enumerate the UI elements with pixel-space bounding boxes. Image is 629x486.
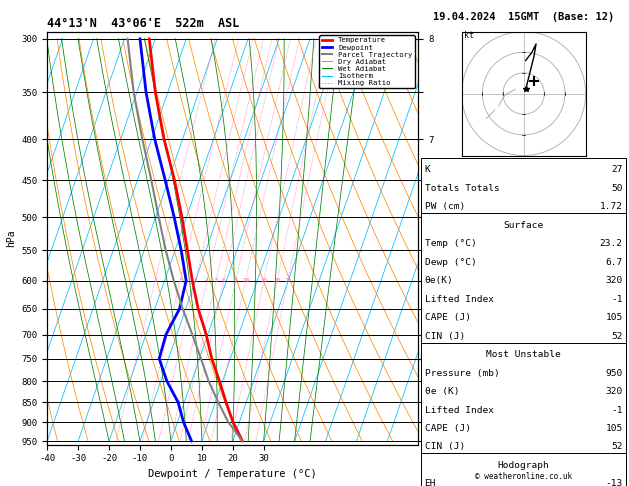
- Text: K: K: [425, 165, 430, 174]
- Text: 10: 10: [242, 278, 249, 283]
- Text: 20: 20: [274, 278, 281, 283]
- Text: CAPE (J): CAPE (J): [425, 424, 470, 433]
- Text: 52: 52: [611, 442, 623, 451]
- Text: -1: -1: [611, 295, 623, 304]
- Text: 50: 50: [611, 184, 623, 193]
- Text: 950: 950: [606, 368, 623, 378]
- Text: kt: kt: [464, 31, 474, 40]
- Text: θe (K): θe (K): [425, 387, 459, 396]
- Text: © weatheronline.co.uk: © weatheronline.co.uk: [475, 472, 572, 481]
- Text: Lifted Index: Lifted Index: [425, 405, 494, 415]
- Text: PW (cm): PW (cm): [425, 202, 465, 211]
- Text: 4: 4: [205, 278, 209, 283]
- Text: θe(K): θe(K): [425, 276, 454, 285]
- Text: Lifted Index: Lifted Index: [425, 295, 494, 304]
- Text: Most Unstable: Most Unstable: [486, 350, 561, 359]
- Text: 3: 3: [194, 278, 198, 283]
- Text: 25: 25: [284, 278, 292, 283]
- Text: 52: 52: [611, 331, 623, 341]
- Text: 6.7: 6.7: [606, 258, 623, 267]
- Y-axis label: hPa: hPa: [6, 229, 16, 247]
- Text: 27: 27: [611, 165, 623, 174]
- Text: Surface: Surface: [504, 221, 543, 230]
- X-axis label: Dewpoint / Temperature (°C): Dewpoint / Temperature (°C): [148, 469, 317, 479]
- Text: 1: 1: [153, 278, 157, 283]
- Text: CIN (J): CIN (J): [425, 331, 465, 341]
- Text: LCL: LCL: [419, 354, 434, 363]
- Text: CAPE (J): CAPE (J): [425, 313, 470, 322]
- Text: 15: 15: [260, 278, 267, 283]
- Text: Hodograph: Hodograph: [498, 461, 550, 470]
- Text: -1: -1: [611, 405, 623, 415]
- Text: 5: 5: [214, 278, 218, 283]
- Text: Temp (°C): Temp (°C): [425, 239, 476, 248]
- Text: Pressure (mb): Pressure (mb): [425, 368, 499, 378]
- Text: 19.04.2024  15GMT  (Base: 12): 19.04.2024 15GMT (Base: 12): [433, 12, 615, 22]
- Text: EH: EH: [425, 479, 436, 486]
- Text: Dewp (°C): Dewp (°C): [425, 258, 476, 267]
- Text: 1.72: 1.72: [599, 202, 623, 211]
- Text: 105: 105: [606, 313, 623, 322]
- Text: 320: 320: [606, 276, 623, 285]
- Text: -13: -13: [606, 479, 623, 486]
- Text: 320: 320: [606, 387, 623, 396]
- Text: 44°13'N  43°06'E  522m  ASL: 44°13'N 43°06'E 522m ASL: [47, 17, 240, 31]
- Legend: Temperature, Dewpoint, Parcel Trajectory, Dry Adiabat, Wet Adiabat, Isotherm, Mi: Temperature, Dewpoint, Parcel Trajectory…: [320, 35, 415, 88]
- Text: 8: 8: [234, 278, 238, 283]
- Text: Totals Totals: Totals Totals: [425, 184, 499, 193]
- Y-axis label: km
ASL: km ASL: [436, 229, 458, 247]
- Text: CIN (J): CIN (J): [425, 442, 465, 451]
- Text: 23.2: 23.2: [599, 239, 623, 248]
- Text: 6: 6: [222, 278, 226, 283]
- Text: 105: 105: [606, 424, 623, 433]
- Text: 2: 2: [178, 278, 182, 283]
